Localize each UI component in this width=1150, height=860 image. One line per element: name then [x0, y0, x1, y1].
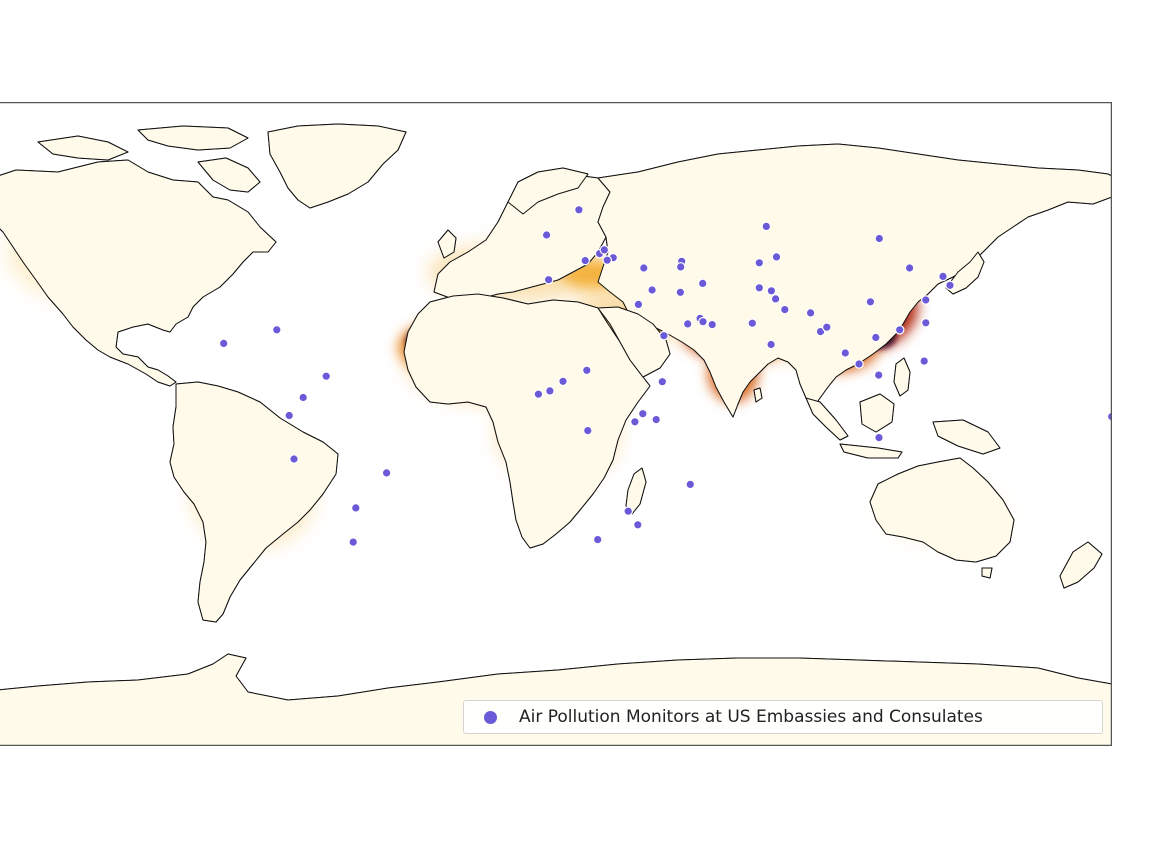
- monitor-markers: [218, 205, 1112, 547]
- monitor-marker: [761, 221, 772, 232]
- monitor-marker: [599, 245, 610, 255]
- legend-label: Air Pollution Monitors at US Embassies a…: [519, 707, 983, 727]
- monitor-marker: [545, 386, 555, 396]
- monitor-marker: [582, 425, 593, 436]
- monitor-marker: [350, 503, 361, 513]
- monitor-marker: [904, 263, 915, 273]
- map-frame-border: [0, 102, 1112, 746]
- monitor-marker: [874, 233, 885, 244]
- monitor-marker: [698, 316, 708, 327]
- monitor-marker: [938, 271, 948, 282]
- monitor-marker: [675, 262, 686, 272]
- monitor-marker: [945, 280, 955, 291]
- legend: Air Pollution Monitors at US Embassies a…: [463, 700, 1103, 734]
- monitor-marker: [870, 332, 881, 343]
- monitor-marker: [541, 230, 552, 240]
- monitor-marker: [581, 365, 592, 376]
- monitor-marker: [348, 537, 358, 547]
- monitor-marker: [873, 370, 884, 380]
- monitor-marker: [271, 325, 282, 335]
- monitor-marker: [894, 325, 905, 335]
- monitor-marker: [779, 304, 790, 315]
- monitor-marker: [919, 356, 929, 366]
- monitor-marker: [697, 278, 708, 289]
- monitor-marker: [659, 330, 669, 341]
- monitor-marker: [647, 285, 657, 295]
- monitor-marker: [657, 376, 668, 387]
- monitor-marker: [381, 468, 392, 478]
- monitor-marker: [821, 322, 832, 332]
- monitor-marker: [558, 376, 568, 387]
- monitor-marker: [840, 348, 851, 358]
- monitor-marker: [766, 339, 776, 350]
- monitor-marker: [770, 294, 781, 304]
- monitor-marker: [623, 506, 633, 516]
- monitor-marker: [289, 454, 299, 464]
- monitor-marker: [580, 255, 590, 266]
- monitor-marker: [920, 295, 931, 305]
- monitor-marker: [298, 392, 308, 403]
- world-map: [0, 102, 1112, 746]
- monitor-marker: [630, 416, 640, 427]
- monitor-marker: [533, 389, 544, 399]
- monitor-marker: [218, 338, 229, 349]
- monitor-marker: [766, 286, 777, 296]
- monitor-marker: [574, 205, 584, 215]
- monitor-marker: [675, 287, 686, 298]
- monitor-marker: [805, 308, 816, 318]
- monitor-marker: [321, 371, 331, 381]
- monitor-marker: [638, 263, 649, 273]
- monitor-marker: [543, 274, 554, 285]
- monitor-marker: [754, 283, 765, 293]
- monitor-marker: [920, 318, 931, 328]
- monitor-marker: [874, 432, 884, 443]
- monitor-marker: [865, 297, 876, 307]
- monitor-marker: [685, 479, 696, 490]
- monitor-marker: [633, 299, 644, 310]
- monitor-marker: [854, 359, 864, 369]
- monitor-marker: [651, 414, 661, 425]
- monitor-marker: [747, 318, 758, 328]
- monitor-marker: [637, 408, 648, 419]
- monitor-marker: [707, 319, 717, 330]
- monitor-marker: [682, 319, 693, 329]
- legend-marker-icon: [484, 710, 497, 724]
- monitor-marker: [771, 252, 782, 262]
- monitor-marker: [284, 410, 294, 421]
- monitor-marker: [602, 255, 612, 265]
- monitor-marker: [754, 258, 765, 268]
- monitor-marker: [592, 534, 603, 545]
- monitor-marker: [632, 519, 643, 530]
